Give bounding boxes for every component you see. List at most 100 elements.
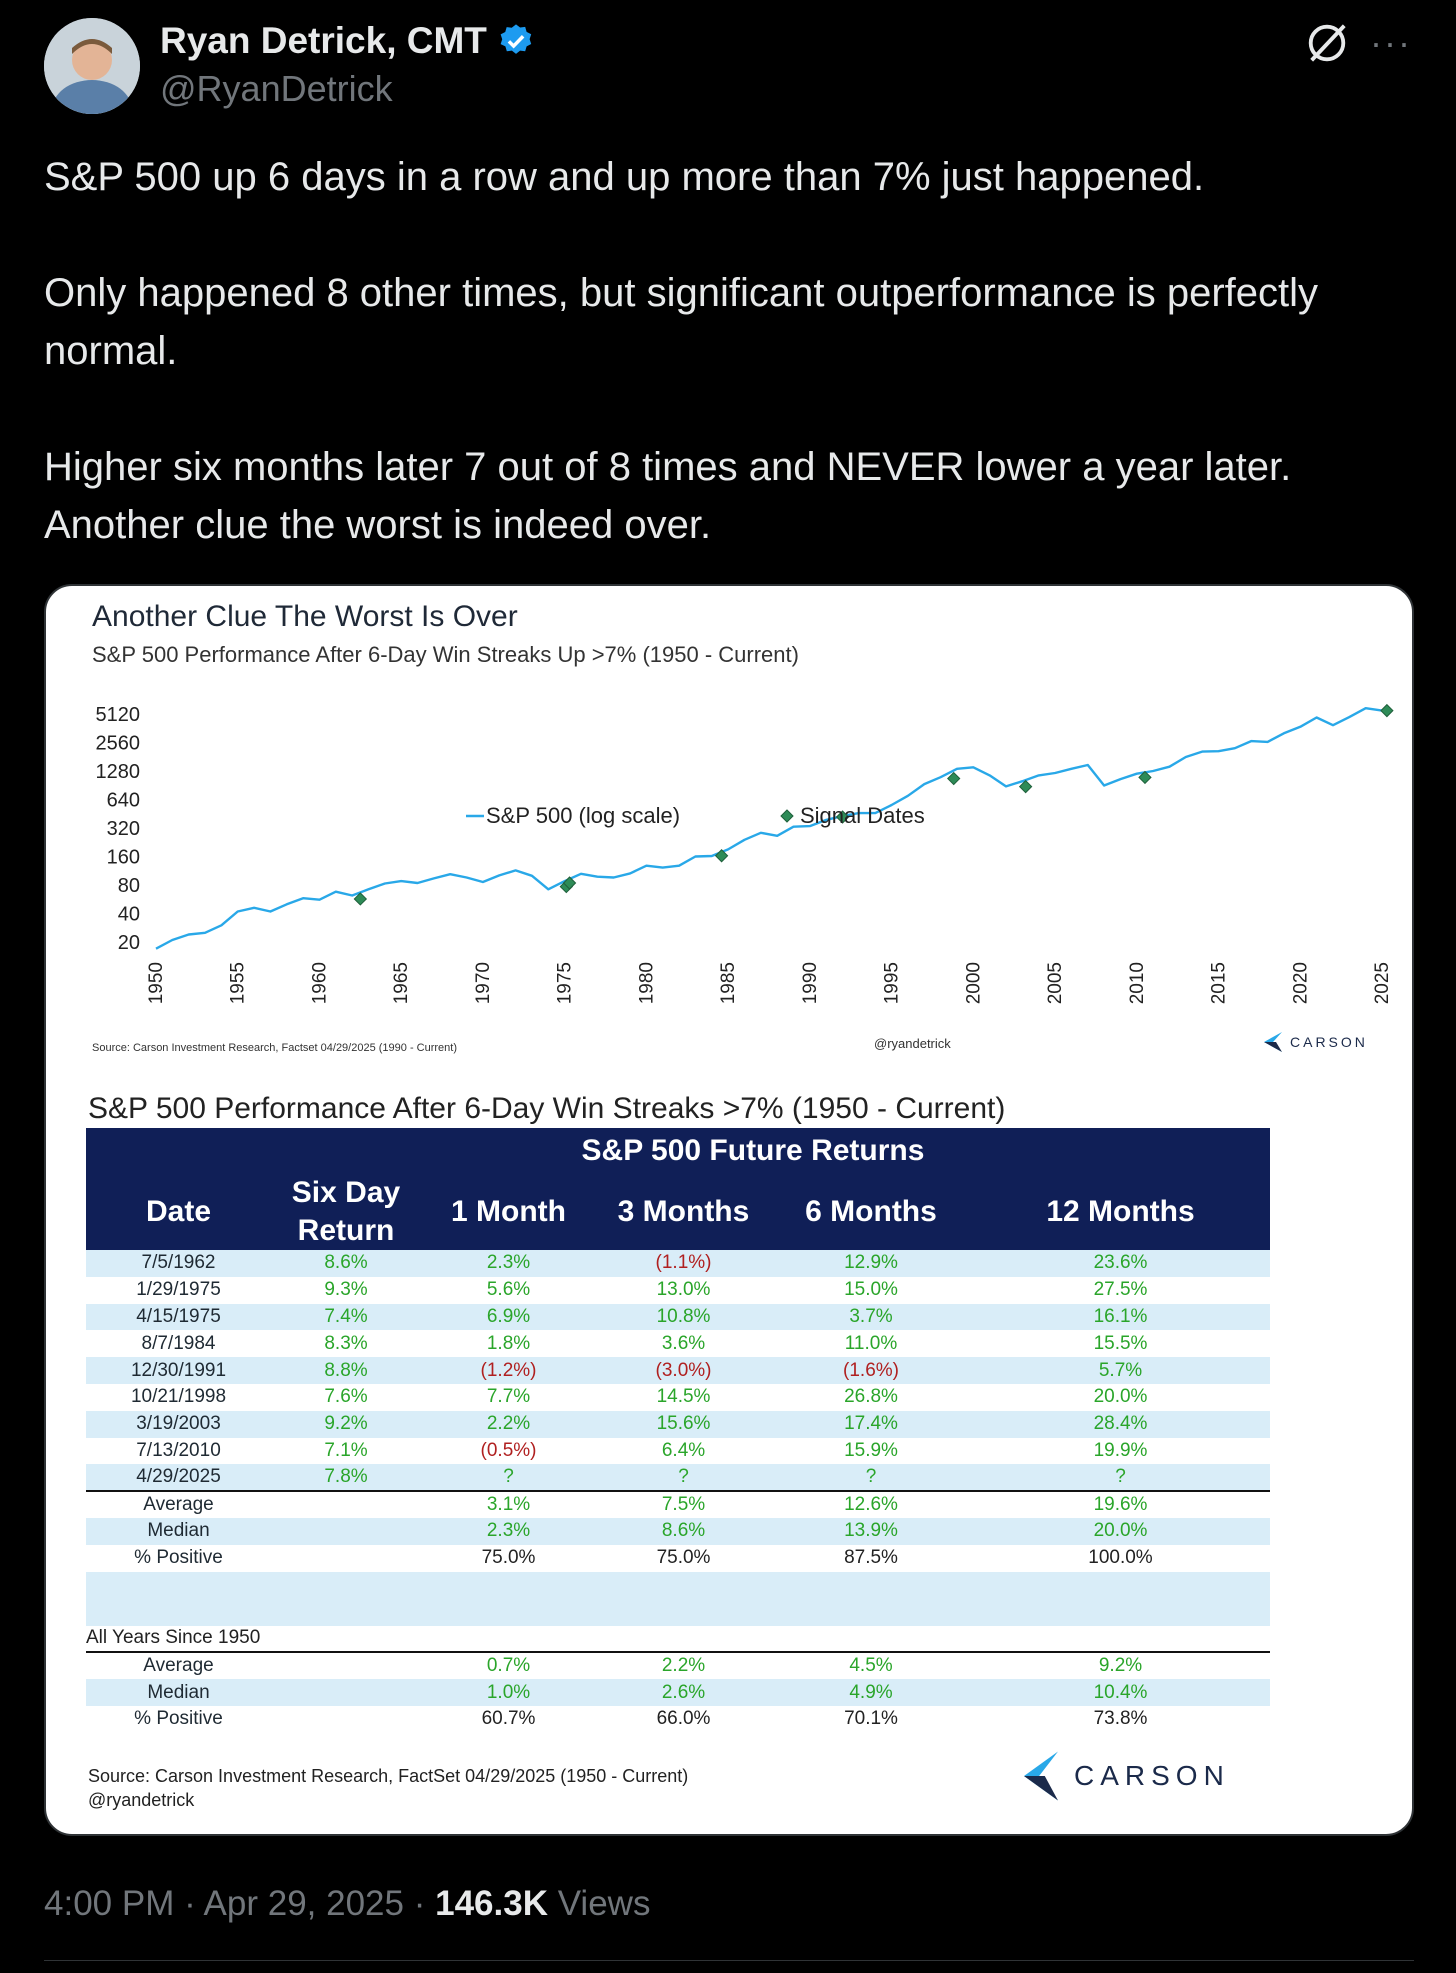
table-row: 10/21/1998 7.6% 7.7% 14.5% 26.8% 20.0% bbox=[86, 1384, 1270, 1411]
cell-six-day: 7.8% bbox=[271, 1464, 421, 1492]
summary-6-months: 13.9% bbox=[771, 1517, 971, 1545]
cell-six-day: 9.3% bbox=[324, 1279, 368, 1301]
avatar[interactable] bbox=[44, 18, 140, 114]
tweet-paragraph: Only happened 8 other times, but signifi… bbox=[44, 271, 1319, 373]
cell-3-months: 13.0% bbox=[656, 1279, 711, 1301]
signal-marker bbox=[947, 771, 961, 786]
summary-empty bbox=[271, 1679, 421, 1706]
table-row: 12/30/1991 8.8% (1.2%) (3.0%) (1.6%) 5.7… bbox=[86, 1357, 1270, 1384]
summary-6-months: 12.6% bbox=[771, 1490, 971, 1518]
cell-date: 3/19/2003 bbox=[86, 1410, 271, 1438]
summary-3-months: 75.0% bbox=[656, 1547, 711, 1569]
summary-row: Average 0.7% 2.2% 4.5% 9.2% bbox=[86, 1651, 1270, 1680]
author-name-text: Ryan Detrick, CMT bbox=[160, 20, 487, 61]
summary-empty bbox=[271, 1517, 421, 1545]
x-tick-label: 1995 bbox=[882, 962, 903, 1004]
summary-label: Median bbox=[86, 1679, 271, 1706]
cell-1-month: (1.2%) bbox=[421, 1357, 596, 1384]
summary-1-month: 0.7% bbox=[421, 1651, 596, 1680]
grok-icon[interactable] bbox=[1304, 20, 1350, 66]
chart-watermark: @ryandetrick bbox=[874, 1036, 951, 1051]
all-years-label: All Years Since 1950 bbox=[86, 1627, 261, 1649]
summary-12-months: 20.0% bbox=[971, 1517, 1270, 1545]
summary-6-months: 4.9% bbox=[771, 1679, 971, 1706]
spacer-cell bbox=[86, 1571, 1270, 1626]
cell-six-day: 8.8% bbox=[271, 1357, 421, 1384]
cell-date: 1/29/1975 bbox=[136, 1279, 221, 1301]
summary-1-month: 60.7% bbox=[481, 1708, 536, 1730]
table-row: 4/15/1975 7.4% 6.9% 10.8% 3.7% 16.1% bbox=[86, 1303, 1270, 1331]
col-header-12-months: 12 Months bbox=[971, 1174, 1270, 1250]
views-count: 146.3K bbox=[435, 1884, 548, 1923]
cell-12-months: ? bbox=[971, 1464, 1270, 1492]
legend-line-label: S&P 500 (log scale) bbox=[486, 803, 680, 828]
summary-label: Average bbox=[86, 1651, 271, 1680]
more-icon[interactable]: ··· bbox=[1370, 22, 1412, 63]
meta-separator: · bbox=[184, 1884, 204, 1923]
y-tick-label: 2560 bbox=[96, 733, 141, 755]
summary-empty bbox=[271, 1651, 421, 1680]
tweet-image[interactable]: Another Clue The Worst Is Over S&P 500 P… bbox=[44, 584, 1414, 1836]
cell-12-months: 15.5% bbox=[1093, 1332, 1148, 1354]
cell-date: 7/13/2010 bbox=[136, 1439, 221, 1461]
x-tick-label: 2005 bbox=[1045, 962, 1066, 1004]
col-header-6-months: 6 Months bbox=[771, 1174, 971, 1250]
tweet-time[interactable]: 4:00 PM bbox=[44, 1884, 175, 1923]
carson-logo-small: CARSON bbox=[1264, 1032, 1368, 1052]
x-tick-label: 1965 bbox=[391, 962, 412, 1004]
y-tick-label: 640 bbox=[107, 790, 140, 812]
x-tick-label: 1975 bbox=[555, 962, 576, 1004]
summary-1-month: 3.1% bbox=[421, 1490, 596, 1518]
cell-six-day: 7.6% bbox=[324, 1386, 368, 1408]
cell-12-months: 16.1% bbox=[971, 1303, 1270, 1331]
author-name[interactable]: Ryan Detrick, CMT bbox=[160, 20, 535, 62]
x-tick-label: 1990 bbox=[800, 962, 821, 1004]
tweet-date[interactable]: Apr 29, 2025 bbox=[203, 1884, 404, 1923]
x-tick-label: 1960 bbox=[309, 962, 330, 1004]
y-tick-label: 1280 bbox=[96, 761, 141, 783]
cell-3-months: (3.0%) bbox=[596, 1357, 771, 1384]
cell-1-month: 2.3% bbox=[421, 1250, 596, 1277]
summary-label: % Positive bbox=[134, 1708, 223, 1730]
cell-12-months: 19.9% bbox=[1093, 1439, 1148, 1461]
col-header-date: Date bbox=[86, 1174, 271, 1250]
summary-3-months: 2.6% bbox=[596, 1679, 771, 1706]
summary-1-month: 2.3% bbox=[421, 1517, 596, 1545]
cell-six-day: 9.2% bbox=[271, 1410, 421, 1438]
cell-3-months: 3.6% bbox=[661, 1332, 706, 1354]
cell-6-months: (1.6%) bbox=[771, 1357, 971, 1384]
summary-12-months: 73.8% bbox=[1093, 1708, 1148, 1730]
x-tick-label: 2025 bbox=[1372, 962, 1393, 1004]
cell-1-month: 6.9% bbox=[421, 1303, 596, 1331]
summary-empty bbox=[271, 1545, 421, 1572]
x-tick-label: 1980 bbox=[636, 962, 657, 1004]
y-tick-label: 320 bbox=[107, 818, 140, 840]
cell-6-months: 15.9% bbox=[844, 1439, 898, 1461]
summary-3-months: 7.5% bbox=[596, 1490, 771, 1518]
all-years-header-row: All Years Since 1950 bbox=[86, 1626, 1270, 1653]
summary-1-month: 1.0% bbox=[421, 1679, 596, 1706]
tweet-paragraph: S&P 500 up 6 days in a row and up more t… bbox=[44, 155, 1205, 199]
cell-six-day: 7.4% bbox=[271, 1303, 421, 1331]
cell-date: 10/21/1998 bbox=[130, 1386, 227, 1408]
signal-marker bbox=[562, 876, 577, 890]
signal-marker bbox=[1018, 779, 1033, 794]
author-handle[interactable]: @RyanDetrick bbox=[160, 68, 393, 109]
group-header: S&P 500 Future Returns bbox=[86, 1128, 1270, 1174]
cell-6-months: 3.7% bbox=[771, 1303, 971, 1331]
cell-3-months: 15.6% bbox=[596, 1410, 771, 1438]
legend-marker-label: Signal Dates bbox=[800, 803, 925, 828]
y-tick-label: 5120 bbox=[96, 704, 141, 726]
summary-row: Median 1.0% 2.6% 4.9% 10.4% bbox=[86, 1679, 1270, 1706]
x-tick-label: 1985 bbox=[718, 962, 739, 1004]
cell-12-months: 27.5% bbox=[1093, 1279, 1148, 1301]
y-tick-label: 80 bbox=[118, 875, 140, 897]
cell-12-months: 23.6% bbox=[971, 1250, 1270, 1277]
table-row: 7/5/1962 8.6% 2.3% (1.1%) 12.9% 23.6% bbox=[86, 1250, 1270, 1277]
table-header-row: Date Six Day Return 1 Month 3 Months 6 M… bbox=[86, 1174, 1270, 1250]
summary-empty bbox=[271, 1706, 421, 1733]
table-row: 3/19/2003 9.2% 2.2% 15.6% 17.4% 28.4% bbox=[86, 1410, 1270, 1438]
summary-6-months: 70.1% bbox=[844, 1708, 898, 1730]
x-tick-label: 1950 bbox=[146, 962, 167, 1004]
summary-12-months: 9.2% bbox=[971, 1651, 1270, 1680]
